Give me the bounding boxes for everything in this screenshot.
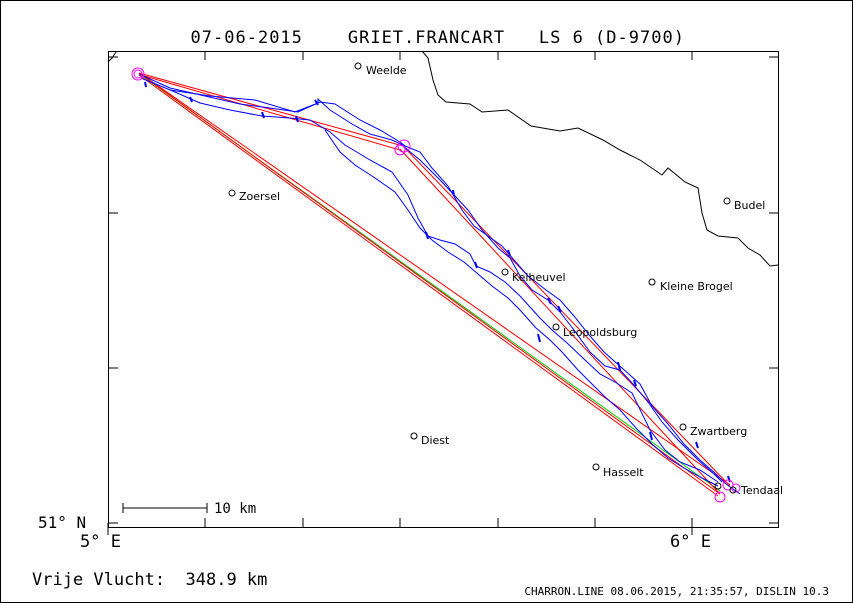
country-border (421, 50, 779, 267)
town-label-hasselt: Hasselt (603, 466, 644, 479)
town-marker-tendaal (729, 486, 737, 494)
axis-ticks (107, 51, 778, 535)
town-label-weelde: Weelde (366, 64, 407, 77)
town-marker-hasselt (592, 463, 600, 471)
map-frame (108, 51, 779, 528)
flight-date: 07-06-2015 (190, 28, 303, 48)
longitude-label-right: 6° E (670, 532, 711, 552)
towns (228, 62, 737, 494)
town-label-zwartberg: Zwartberg (690, 425, 747, 438)
town-marker-diest (410, 432, 418, 440)
town-marker-budel (723, 197, 731, 205)
town-marker-weelde (354, 62, 362, 70)
town-marker-zoersel (228, 189, 236, 197)
task-lines (138, 72, 731, 497)
town-label-zoersel: Zoersel (239, 190, 280, 203)
latitude-label: 51° N (38, 513, 87, 532)
town-label-budel: Budel (734, 199, 765, 212)
town-label-kleine-brogel: Kleine Brogel (660, 280, 733, 293)
pilot-name: GRIET.FRANCART (347, 28, 506, 48)
credit-line: CHARRON.LINE 08.06.2015, 21:35:57, DISLI… (524, 585, 829, 598)
longitude-label-left: 5° E (80, 532, 121, 552)
town-marker-zwartberg (679, 423, 687, 431)
town-marker-keiheuvel (501, 268, 509, 276)
scale-bar (122, 503, 208, 513)
turnpoint-start (131, 67, 145, 81)
flight-distance: Vrije Vlucht: 348.9 km (32, 570, 268, 590)
country-border-top (107, 51, 117, 63)
scale-bar-label: 10 km (214, 501, 256, 517)
turnpoint-2 (397, 139, 411, 153)
map-title: 07-06-2015 GRIET.FRANCART LS 6 (D-9700) (0, 8, 853, 48)
turnpoint-end (714, 491, 726, 503)
town-label-diest: Diest (421, 434, 450, 447)
glider-name: LS 6 (D-9700) (538, 28, 685, 48)
thermal-markers (144, 81, 731, 483)
town-marker-kleine-brogel (648, 278, 656, 286)
turnpoints (131, 67, 741, 503)
town-marker-as (714, 482, 722, 490)
town-label-keiheuvel: Keiheuvel (512, 271, 566, 284)
town-label-leopoldsburg: Leopoldsburg (563, 326, 637, 339)
town-marker-leopoldsburg (552, 323, 560, 331)
town-label-tendaal: Tendaal (740, 484, 783, 497)
